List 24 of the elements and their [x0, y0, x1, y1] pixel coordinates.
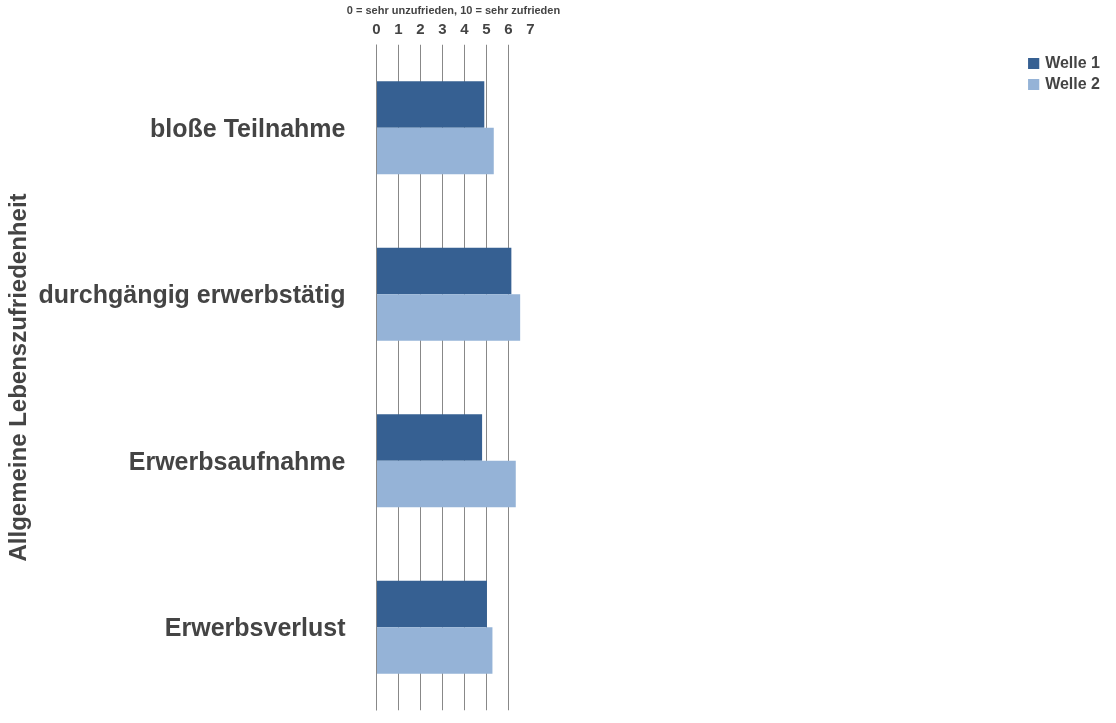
bar — [376, 414, 483, 461]
bar — [376, 127, 494, 175]
x-tick-label: 3 — [438, 19, 447, 37]
x-tick-label: 0 — [372, 19, 381, 37]
y-tick-label: durchgängig erwerbstätig — [38, 280, 346, 309]
x-tick-label: 4 — [460, 19, 470, 37]
x-tick-label: 6 — [504, 19, 513, 37]
bar — [376, 580, 487, 628]
x-tick-label: 5 — [482, 19, 491, 37]
x-tick-label: 2 — [416, 19, 425, 37]
bar — [376, 81, 485, 128]
bar — [376, 247, 512, 295]
x-axis-title: 0 = sehr unzufrieden, 10 = sehr zufrieden — [346, 3, 561, 16]
y-tick-label: bloße Teilnahme — [150, 113, 346, 142]
bar — [376, 627, 493, 674]
y-axis-title: Allgemeine Lebenszufriedenheit — [3, 193, 31, 562]
y-tick-label: Erwerbsverlust — [164, 613, 347, 642]
bar — [376, 294, 521, 341]
x-tick-label: 1 — [394, 19, 403, 37]
y-tick-label: Erwerbsaufnahme — [128, 446, 346, 475]
legend-label: Welle 2 — [1045, 75, 1100, 93]
x-tick-label: 7 — [526, 19, 535, 37]
bar — [376, 460, 516, 508]
legend-label: Welle 1 — [1045, 54, 1100, 72]
